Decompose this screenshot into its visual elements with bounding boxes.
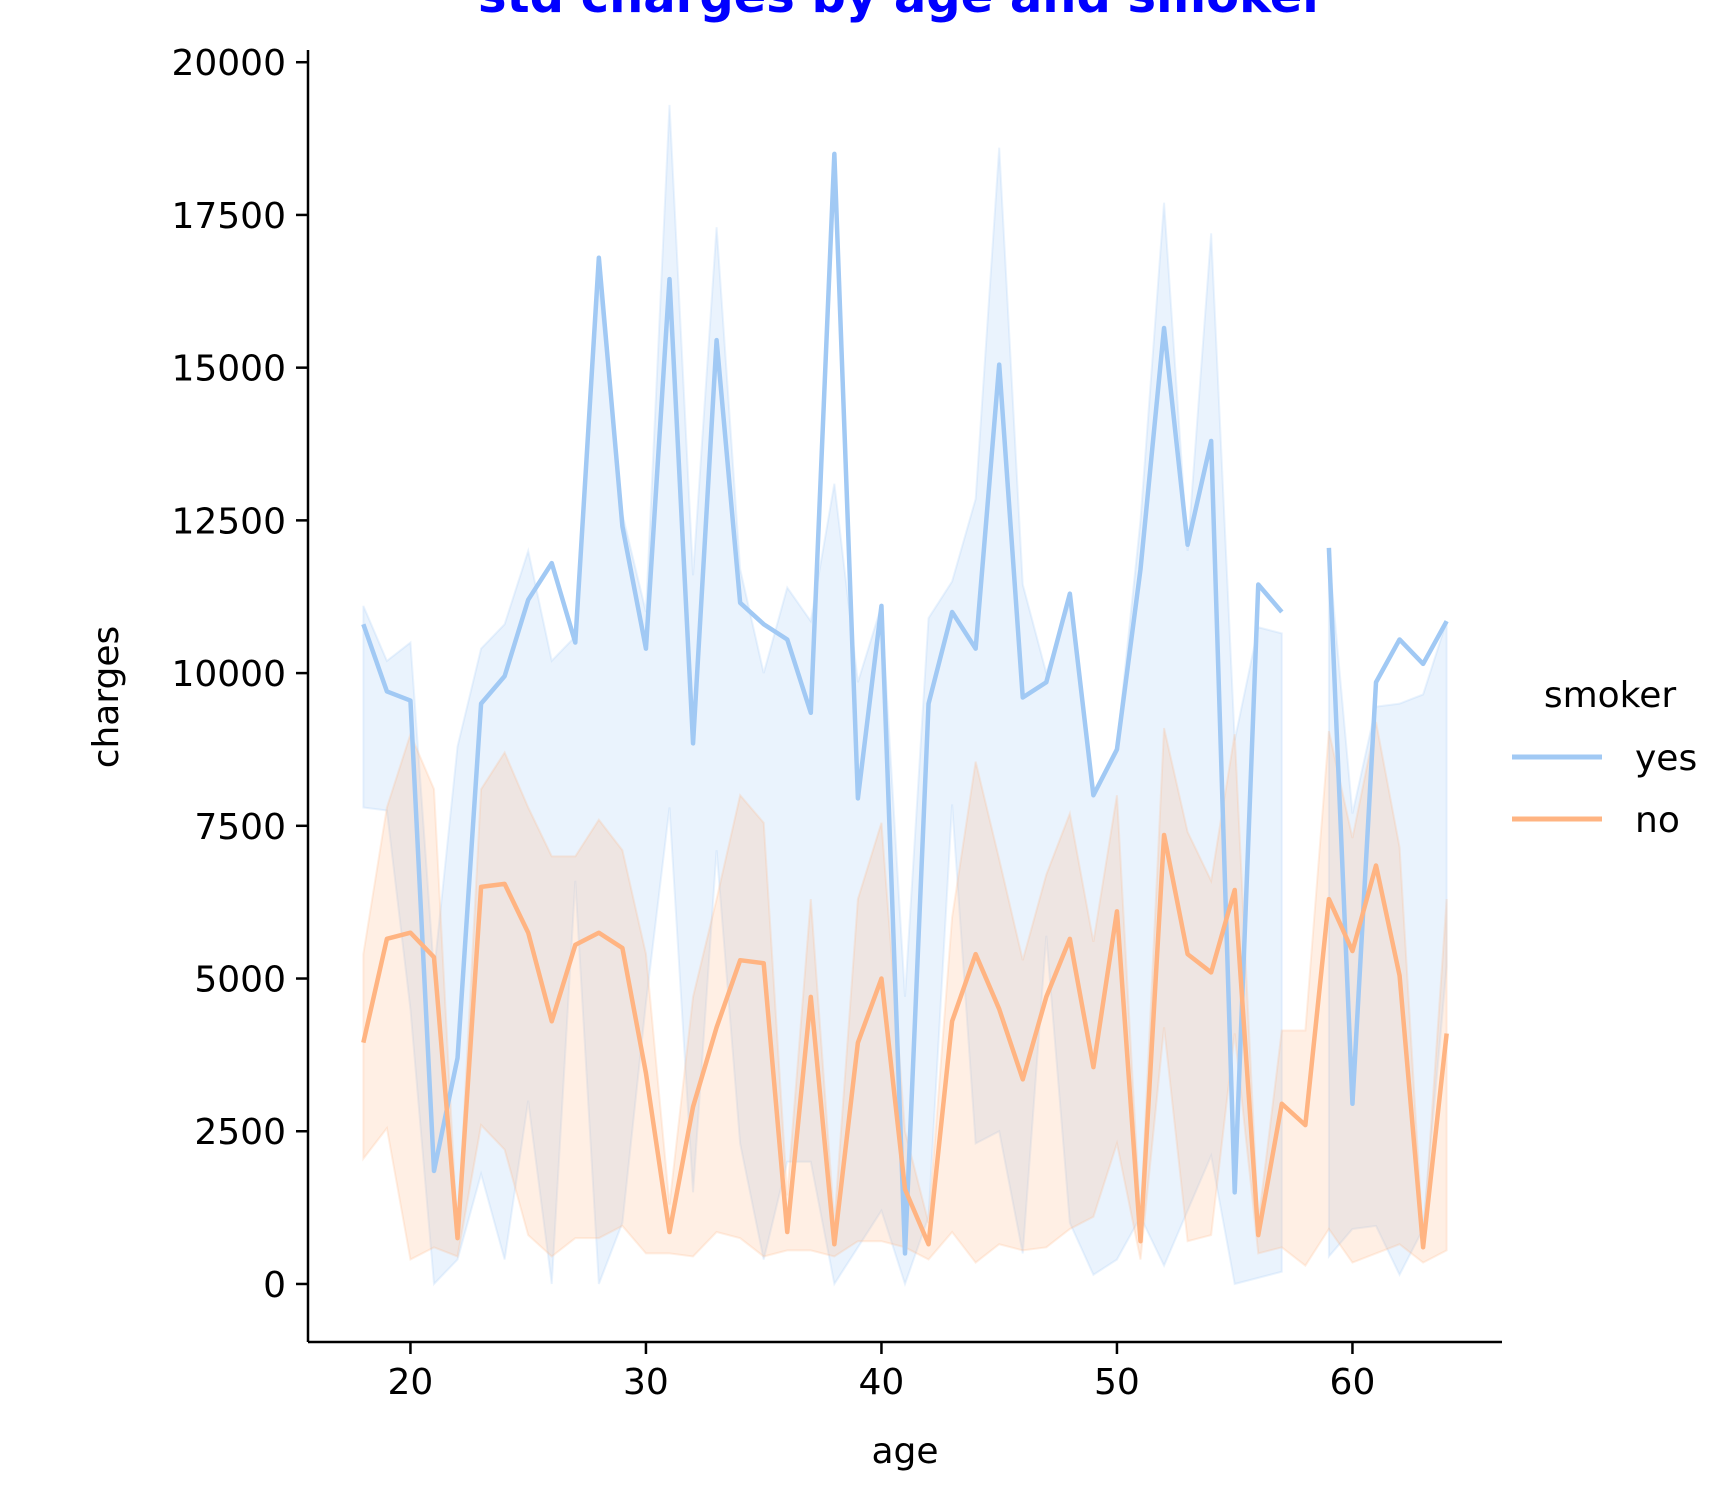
- x-axis-label: age: [871, 1431, 938, 1472]
- x-tick-label: 20: [388, 1362, 434, 1403]
- y-tick-label: 20000: [171, 43, 286, 84]
- y-tick-label: 15000: [171, 349, 286, 390]
- legend-label-yes: yes: [1635, 738, 1697, 779]
- y-tick-label: 17500: [171, 196, 286, 237]
- confidence-band-no: [362, 721, 1448, 1268]
- x-tick-label: 40: [859, 1362, 905, 1403]
- x-tick-label: 60: [1330, 1362, 1376, 1403]
- confidence-band-yes: [362, 104, 1283, 1288]
- chart-title: std charges by age and smoker: [478, 0, 1326, 24]
- legend-label-no: no: [1635, 800, 1680, 841]
- y-tick-label: 5000: [194, 960, 286, 1001]
- y-axis-label: charges: [86, 626, 127, 769]
- axes: 0 2500 5000 7500 10000 12500 15000 17500 20000 20…: [171, 43, 1502, 1403]
- series-line-yes: [361, 151, 1284, 1256]
- y-tick-label: 7500: [194, 807, 286, 848]
- x-tick-label: 50: [1094, 1362, 1140, 1403]
- series-line-yes: [1326, 547, 1449, 1107]
- series-line-no: [361, 832, 1449, 1250]
- plot-area: [361, 104, 1449, 1288]
- y-tick-label: 12500: [171, 501, 286, 542]
- y-tick-label: 10000: [171, 654, 286, 695]
- y-tick-label: 0: [263, 1265, 286, 1306]
- legend: smoker yes no: [1512, 675, 1697, 841]
- x-tick-label: 30: [623, 1362, 669, 1403]
- y-tick-label: 2500: [194, 1112, 286, 1153]
- legend-title: smoker: [1544, 675, 1677, 716]
